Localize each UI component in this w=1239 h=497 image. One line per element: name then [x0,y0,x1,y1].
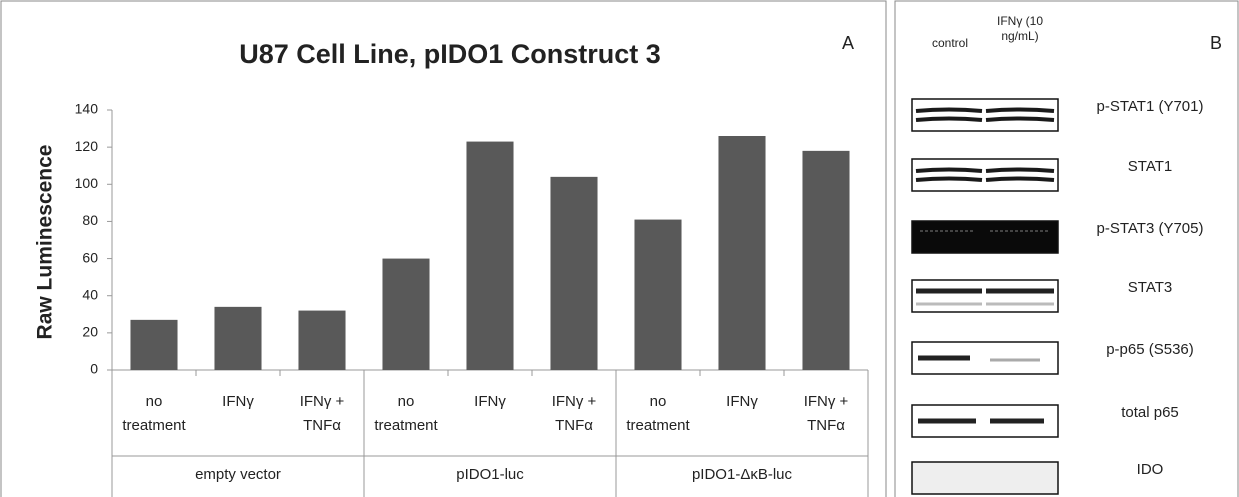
blot-band [916,179,982,181]
y-tick-label: 40 [82,286,98,302]
blot-band [916,110,982,112]
bar [130,320,177,370]
row-label: p-STAT1 (Y701) [1097,98,1204,115]
panel-label: B [1210,33,1222,53]
group-label: pIDO1-ΔκB-luc [616,466,868,483]
bar [550,177,597,370]
x-tick-label: IFNγ [198,390,278,414]
y-tick-label: 60 [82,249,98,265]
bar [718,136,765,370]
bar [466,142,513,370]
blot-frame [912,221,1058,253]
blot-band [986,179,1054,181]
row-label: STAT1 [1128,158,1172,175]
y-tick-label: 20 [82,324,98,340]
blot-band [986,110,1054,112]
blot-band [986,170,1054,172]
group-label: empty vector [112,466,364,483]
blot-frame [912,99,1058,131]
blot-frame [912,159,1058,191]
row-label: p-STAT3 (Y705) [1097,220,1204,237]
bar [298,311,345,370]
y-tick-label: 80 [82,212,98,228]
x-tick-label: IFNγ + TNFα [534,390,614,438]
y-axis-label: Raw Luminescence [34,145,57,340]
blot-frame [912,462,1058,494]
blot-band [916,119,982,121]
y-tick-label: 120 [75,138,99,154]
row-label: STAT3 [1128,279,1172,296]
x-tick-label: no treatment [618,390,698,438]
x-tick-label: IFNγ + TNFα [786,390,866,438]
row-label: total p65 [1121,404,1179,421]
bar [634,220,681,370]
figure: U87 Cell Line, pIDO1 Construct 3 A Raw L… [0,0,1239,497]
row-label: p-p65 (S536) [1106,341,1194,358]
blot-band [916,170,982,172]
blot-band [986,119,1054,121]
column-header: IFNγ (10 ng/mL) [997,14,1043,44]
panel-label: A [842,33,854,53]
x-tick-label: IFNγ [702,390,782,414]
x-tick-label: IFNγ + TNFα [282,390,362,438]
bar [382,259,429,370]
group-label: pIDO1-luc [364,466,616,483]
x-tick-label: no treatment [366,390,446,438]
bar [214,307,261,370]
y-tick-label: 0 [90,361,98,377]
chart-title: U87 Cell Line, pIDO1 Construct 3 [239,39,661,69]
column-header: control [920,36,980,50]
x-tick-label: IFNγ [450,390,530,414]
y-tick-label: 140 [75,101,99,117]
x-tick-label: no treatment [114,390,194,438]
blot-frame [912,280,1058,312]
bar [802,151,849,370]
y-tick-label: 100 [75,175,99,191]
row-label: IDO [1137,461,1164,478]
